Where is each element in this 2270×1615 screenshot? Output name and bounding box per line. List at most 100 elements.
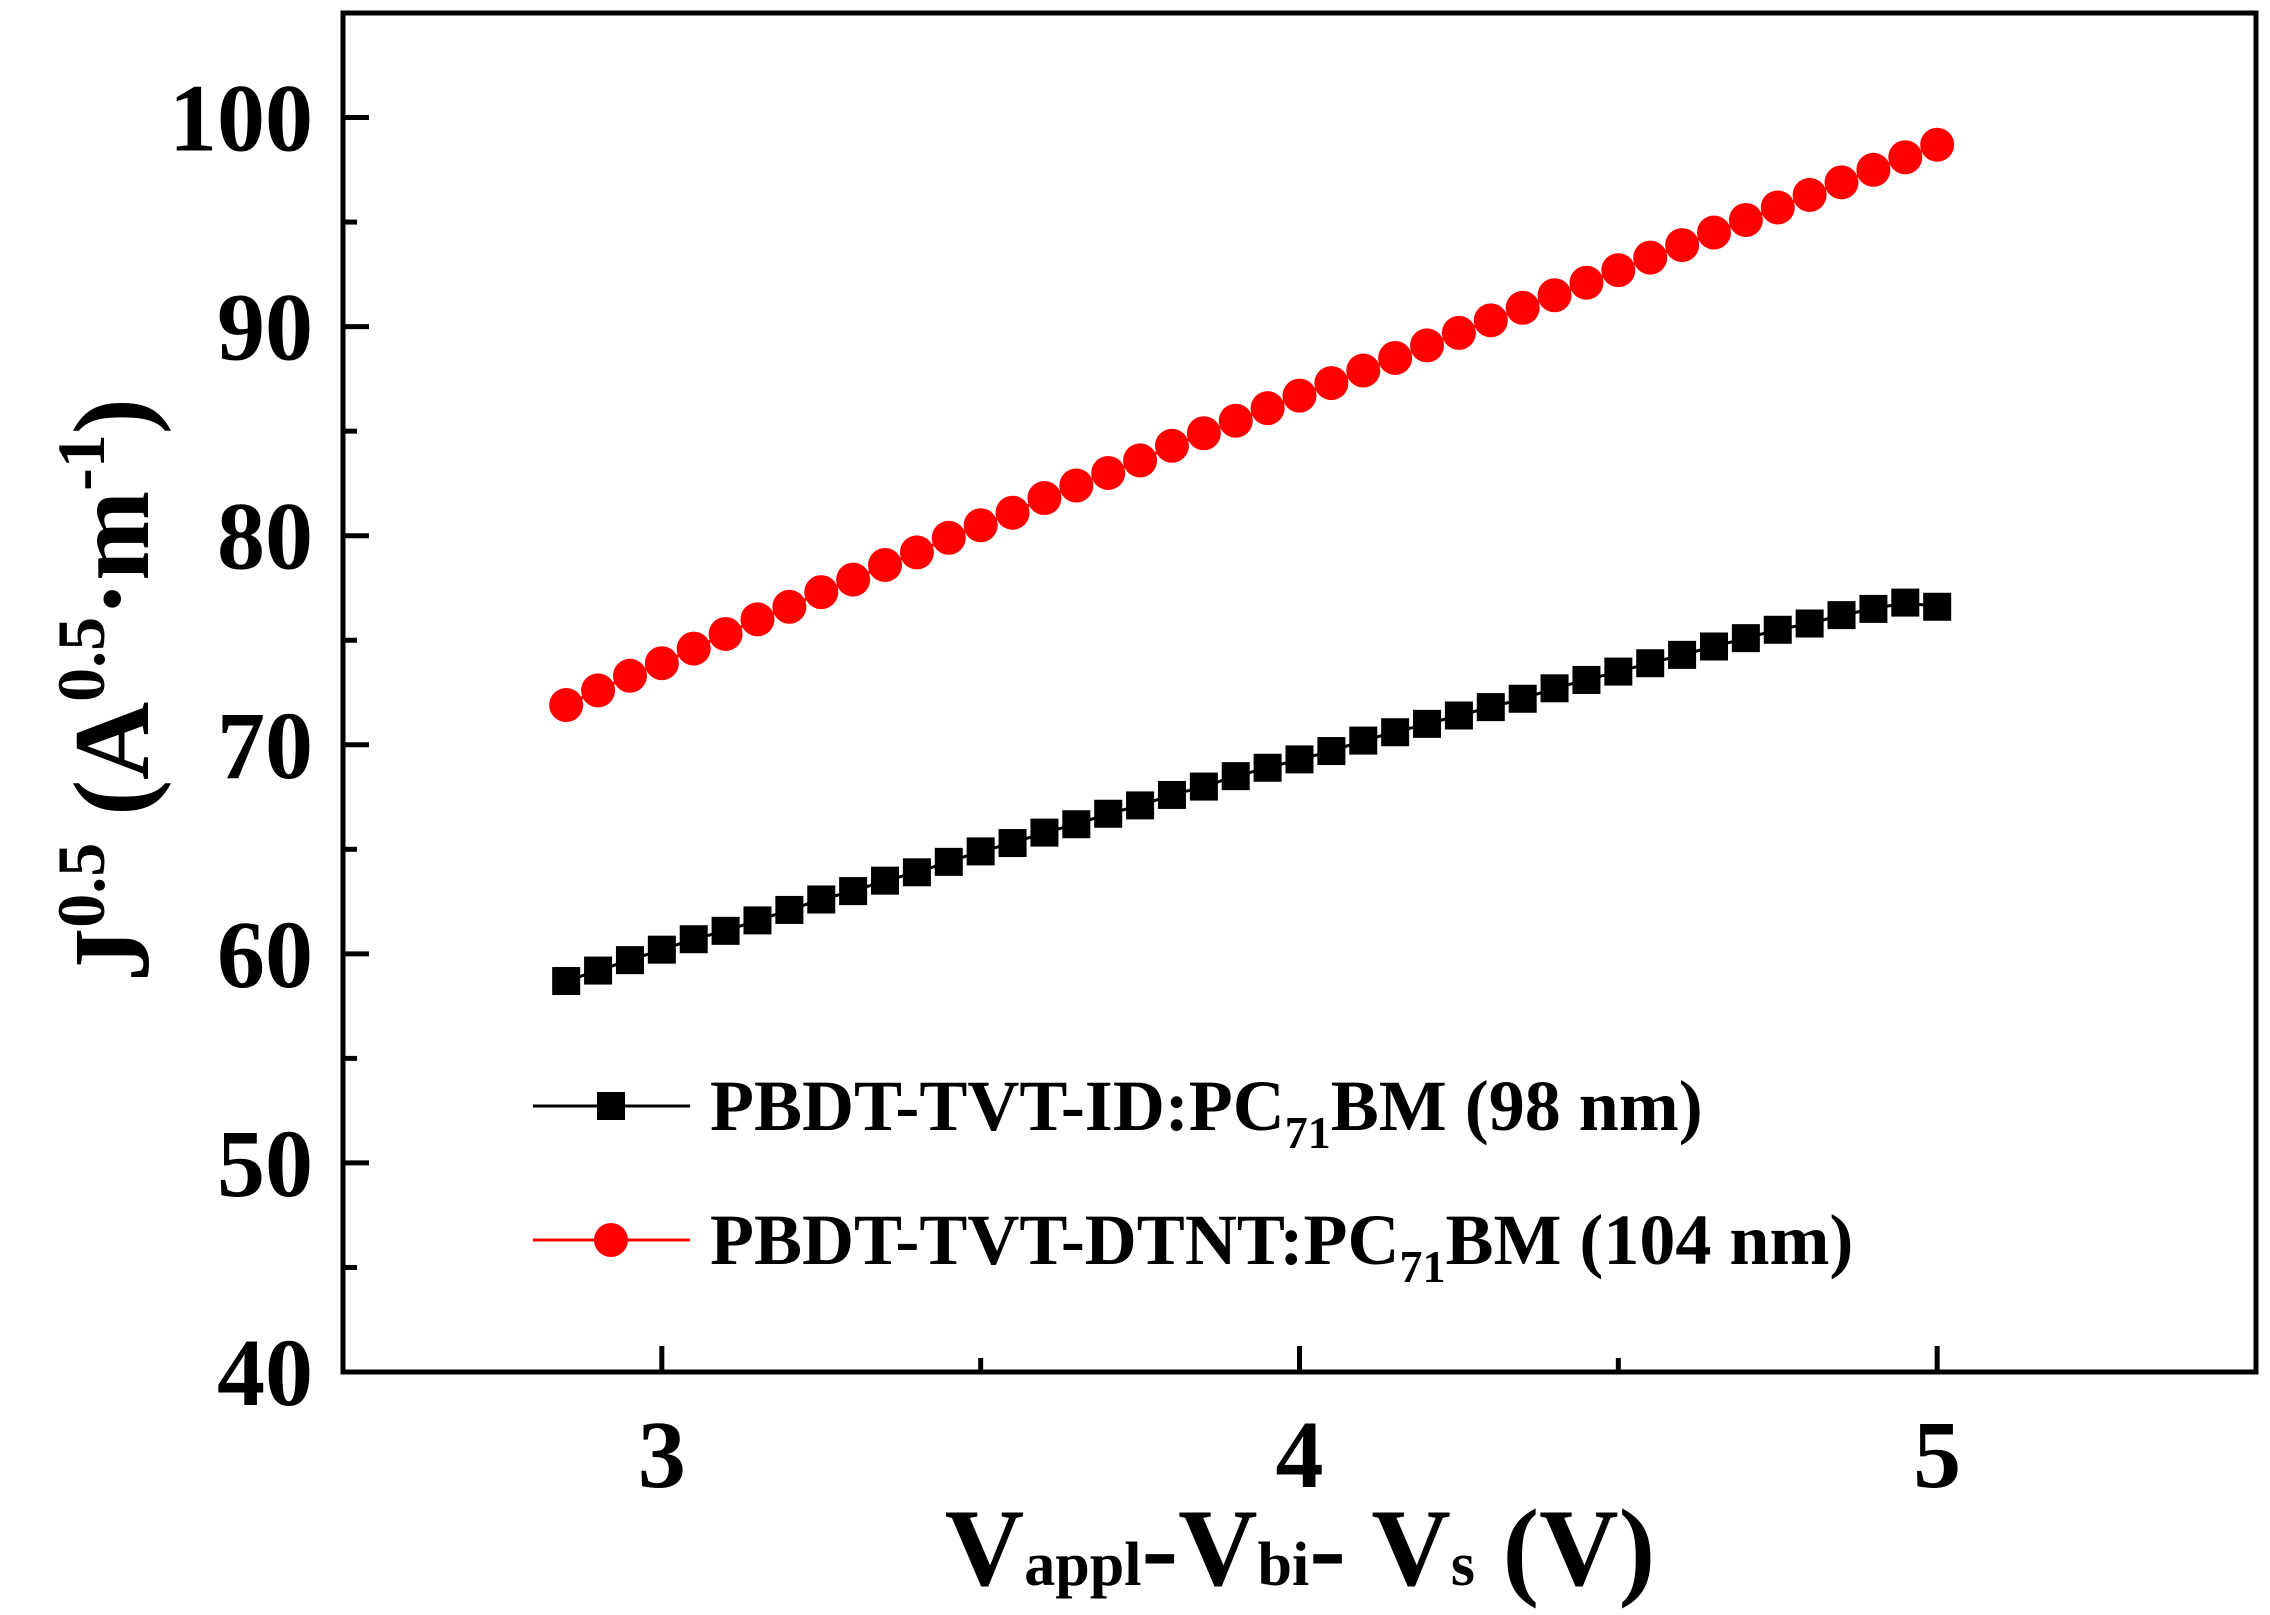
xlabel-v-s: V (1371, 1487, 1450, 1609)
data-point (1441, 315, 1476, 350)
data-point (804, 575, 839, 610)
data-point (1888, 140, 1923, 175)
ylabel-base: J (53, 928, 172, 982)
data-point (1378, 340, 1413, 375)
y-tick-label: 100 (169, 65, 313, 172)
data-point (966, 837, 995, 866)
x-axis-title: Vappl-Vbi- Vs (V) (945, 1487, 1655, 1609)
data-point (1699, 632, 1728, 661)
y-tick-label: 60 (217, 901, 313, 1008)
xlabel-sub-s: s (1451, 1531, 1475, 1599)
data-point (775, 895, 804, 924)
data-point (1476, 693, 1505, 722)
xlabel-tail: (V) (1475, 1487, 1655, 1609)
data-point (1091, 455, 1126, 490)
xlabel-sub-bi: bi (1258, 1531, 1310, 1599)
data-point (1094, 799, 1123, 828)
legend: PBDT-TVT-ID:PC71BM (98 nm) PBDT-TVT-DTNT… (533, 1066, 1853, 1292)
ylabel-unit-sup1: 0.5 (43, 617, 119, 702)
y-tick-label: 50 (217, 1110, 313, 1217)
data-point (1381, 718, 1410, 747)
y-axis-ticks: 40 50 60 70 80 90 100 (169, 65, 369, 1426)
data-point (1824, 165, 1859, 200)
xlabel-sep-2: - (1309, 1487, 1371, 1609)
data-point (1792, 177, 1827, 212)
legend-label-0-pre: PBDT-TVT-ID:PC (710, 1066, 1285, 1146)
data-point (1123, 443, 1158, 478)
data-point (1569, 265, 1604, 300)
data-point (1317, 737, 1346, 766)
xlabel-sub-appl: appl (1024, 1531, 1141, 1599)
data-point (584, 956, 613, 985)
data-point (1189, 772, 1218, 801)
data-point (549, 688, 584, 723)
data-point (868, 547, 903, 582)
xlabel-v-bi: V (1178, 1487, 1257, 1609)
data-point (1410, 328, 1445, 363)
data-point (1668, 640, 1697, 669)
data-point (1859, 594, 1888, 623)
ylabel-unit-open: (A (53, 702, 172, 843)
data-point (1154, 428, 1189, 463)
data-point (934, 847, 963, 876)
data-point (1413, 709, 1442, 738)
data-point (644, 646, 679, 681)
data-point (615, 946, 644, 975)
legend-marker-1 (594, 1223, 628, 1257)
data-point (998, 829, 1027, 858)
legend-label-1-pre: PBDT-TVT-DTNT:PC (710, 1200, 1399, 1280)
ylabel-unit-sup2: -1 (43, 434, 119, 491)
data-point (647, 935, 676, 964)
legend-label-0: PBDT-TVT-ID:PC71BM (98 nm) (710, 1066, 1703, 1158)
y-tick-label: 40 (217, 1319, 313, 1426)
legend-entry-1: PBDT-TVT-DTNT:PC71BM (104 nm) (533, 1200, 1853, 1292)
data-point (1508, 684, 1537, 713)
data-point (1218, 403, 1253, 438)
data-point (807, 885, 836, 914)
legend-label-0-sub: 71 (1285, 1107, 1331, 1158)
series-1 (549, 127, 1955, 723)
ylabel-sup: 0.5 (43, 843, 119, 928)
data-point (1920, 127, 1955, 162)
data-point (1827, 601, 1856, 630)
series-line-0 (565, 601, 1938, 983)
data-point (1285, 745, 1314, 774)
xlabel-v-appl: V (945, 1487, 1024, 1609)
data-point (1731, 624, 1760, 653)
data-point (1540, 674, 1569, 703)
data-point (1062, 810, 1091, 839)
legend-label-1: PBDT-TVT-DTNT:PC71BM (104 nm) (710, 1200, 1853, 1292)
data-point (1537, 278, 1572, 313)
data-point (1795, 609, 1824, 638)
legend-marker-0 (597, 1092, 625, 1120)
data-point (772, 589, 807, 624)
data-point (676, 631, 711, 666)
data-point (839, 877, 868, 906)
data-point (1604, 657, 1633, 686)
data-point (1253, 753, 1282, 782)
data-point (1030, 818, 1059, 847)
data-point (743, 906, 772, 935)
data-point (1696, 215, 1731, 250)
data-point (1728, 202, 1763, 237)
series-layer (549, 127, 1955, 996)
data-point (1856, 152, 1891, 187)
data-point (740, 602, 775, 637)
data-point (1763, 615, 1792, 644)
data-point (1027, 481, 1062, 516)
data-point (552, 967, 581, 996)
data-point (711, 916, 740, 945)
data-point (1636, 649, 1665, 678)
x-tick-label: 3 (638, 1401, 686, 1508)
legend-label-1-post: BM (104 nm) (1445, 1200, 1853, 1280)
ylabel-unit-mid: ·m (53, 491, 172, 617)
y-axis-title: J0.5 (A0.5·m-1) (43, 398, 172, 982)
data-point (1186, 416, 1221, 451)
y-tick-label: 80 (217, 483, 313, 590)
x-tick-label: 4 (1276, 1401, 1324, 1508)
data-point (836, 562, 871, 597)
data-point (1665, 228, 1700, 263)
data-point (1923, 592, 1952, 621)
data-point (1346, 353, 1381, 388)
